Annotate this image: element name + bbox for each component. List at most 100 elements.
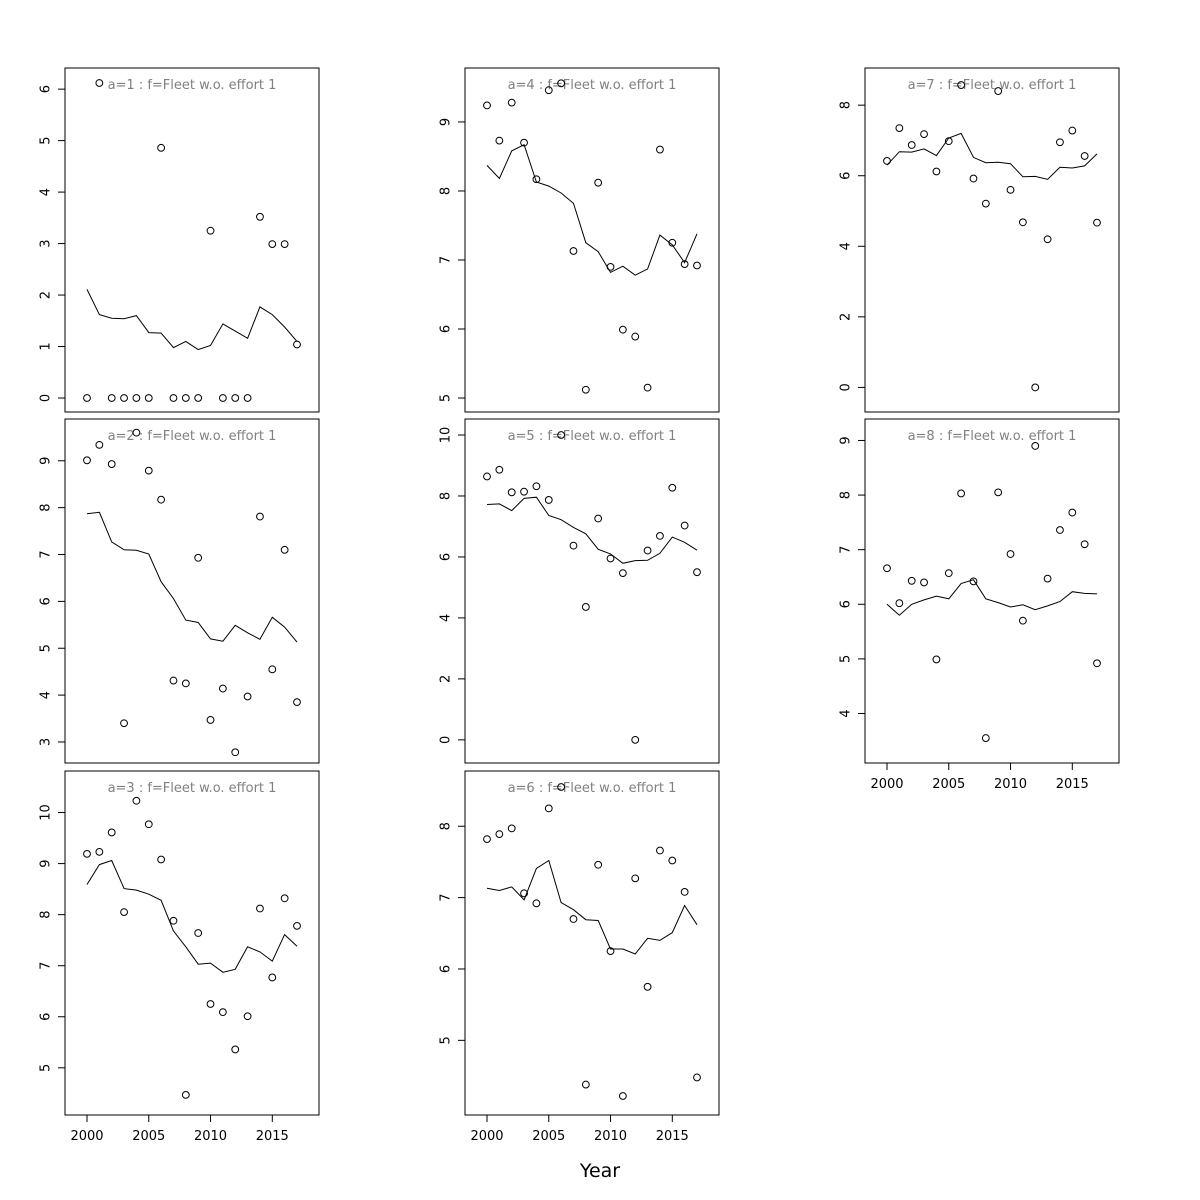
panel-frame [464,67,720,413]
observed-point [83,456,91,465]
panel-title: a=5 : f=Fleet w.o. effort 1 [508,429,677,444]
observed-point [293,698,301,707]
panel-frame [864,418,1120,764]
observed-point [643,383,652,392]
y-tick-label: 8 [839,491,854,499]
observed-point [169,394,178,402]
observed-point [981,199,990,208]
observed-point [1018,616,1027,625]
fitted-line [486,859,698,955]
panel-frame [464,770,720,1116]
observed-point [656,145,664,154]
y-tick-label: 3 [39,239,54,247]
observed-point [643,546,652,555]
observed-point [944,569,953,578]
observed-point [680,260,689,269]
observed-point [107,394,116,402]
y-tick-label: 7 [839,546,854,554]
y-tick-label: 10 [39,804,54,821]
observed-point [157,495,166,504]
observed-point [169,916,178,925]
panel-title: a=3 : f=Fleet w.o. effort 1 [108,781,277,796]
observed-point [1006,185,1015,194]
observed-point [83,394,91,402]
observed-point [83,849,91,858]
panel-title: a=6 : f=Fleet w.o. effort 1 [508,781,677,796]
observed-point [1043,235,1052,244]
panel-4: a=4 : f=Fleet w.o. effort 1 5 6 7 8 9 [439,67,720,413]
fitted-line [486,496,698,564]
observed-point [95,79,104,87]
observed-point [1080,540,1089,549]
observed-point [218,684,227,693]
x-tick-label: 2010 [994,777,1027,792]
x-tick-label: 2000 [870,777,903,792]
y-tick-label: 7 [439,893,454,901]
observed-point [532,175,541,184]
y-tick-label: 8 [439,187,454,195]
observed-point [507,98,516,107]
observed-point [544,804,553,813]
y-tick-label: 4 [39,691,54,699]
observed-point [1056,138,1064,147]
observed-point [132,428,141,437]
observed-point [668,483,677,492]
observed-point [569,915,578,923]
y-tick-label: 4 [39,188,54,196]
panel-title: a=2 : f=Fleet w.o. effort 1 [108,429,277,444]
y-axis: 5 6 7 8 9 [439,118,466,402]
observed-point [907,576,916,585]
y-tick-label: 8 [839,101,854,109]
y-tick-label: 1 [39,342,54,350]
observed-point [507,488,516,497]
observed-point [256,904,264,913]
fitted-line [86,511,298,643]
x-tick-label: 2015 [1056,777,1089,792]
observed-point [120,394,128,402]
panel-frame [864,67,1120,413]
observed-point [483,835,491,843]
observed-point [520,487,528,496]
y-tick-label: 2 [439,675,454,683]
observed-point [95,847,104,856]
y-tick-label: 0 [439,736,454,744]
observed-point [268,665,277,674]
panel-frame [64,418,320,764]
observed-point [693,261,701,270]
observed-point [144,466,153,475]
y-tick-label: 10 [439,427,454,444]
x-axis: 2000 2005 2010 2015 [870,763,1089,792]
y-tick-label: 4 [839,709,854,717]
fitted-line [86,289,298,351]
observed-point [895,599,904,608]
observed-point [231,748,240,757]
observed-point [895,124,904,133]
y-tick-label: 6 [839,600,854,608]
panel-2: a=2 : f=Fleet w.o. effort 1 3 4 5 6 7 8 9 [39,418,320,764]
observed-point [932,655,941,664]
panel-5: a=5 : f=Fleet w.o. effort 1 0 2 4 6 8 10 [439,418,720,764]
y-tick-label: 7 [39,962,54,970]
observed-point [107,828,116,837]
y-axis: 3 4 5 6 7 8 9 [39,457,66,746]
panel-frame [64,67,320,413]
y-tick-label: 4 [439,614,454,622]
observed-point [280,894,289,903]
observed-point [969,577,978,586]
observed-point [218,394,227,402]
observed-point [680,521,689,530]
observed-point [483,472,491,481]
y-tick-label: 9 [39,457,54,465]
observed-point [256,512,264,521]
observed-point [181,1090,190,1099]
observed-point [1043,574,1052,583]
fitted-line [886,132,1098,180]
observed-point [1018,218,1027,227]
y-tick-label: 6 [439,553,454,561]
observed-point [594,514,603,523]
y-tick-label: 0 [39,394,54,402]
x-tick-label: 2005 [132,1129,165,1144]
y-axis: 0 1 2 3 4 5 6 [39,85,66,402]
observed-point [618,1092,627,1100]
